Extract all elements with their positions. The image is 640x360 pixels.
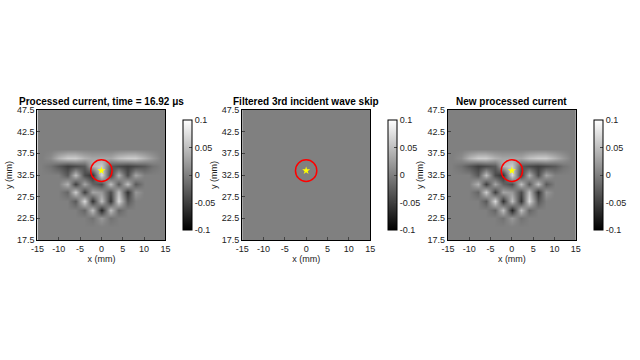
svg-text:15: 15 bbox=[571, 244, 581, 254]
svg-text:0: 0 bbox=[99, 244, 104, 254]
svg-text:32.5: 32.5 bbox=[222, 170, 240, 180]
svg-text:27.5: 27.5 bbox=[428, 192, 446, 202]
svg-text:5: 5 bbox=[531, 244, 536, 254]
svg-text:y (mm): y (mm) bbox=[4, 161, 14, 189]
svg-text:47.5: 47.5 bbox=[222, 105, 240, 115]
svg-text:22.5: 22.5 bbox=[17, 213, 35, 223]
svg-text:-15: -15 bbox=[31, 244, 44, 254]
svg-text:-5: -5 bbox=[76, 244, 84, 254]
svg-text:22.5: 22.5 bbox=[428, 213, 446, 223]
svg-text:-0.05: -0.05 bbox=[606, 198, 627, 208]
svg-text:x (mm): x (mm) bbox=[292, 254, 320, 264]
svg-text:22.5: 22.5 bbox=[222, 213, 240, 223]
svg-text:0: 0 bbox=[400, 170, 405, 180]
svg-text:x (mm): x (mm) bbox=[498, 254, 526, 264]
svg-text:y (mm): y (mm) bbox=[415, 161, 425, 189]
svg-text:17.5: 17.5 bbox=[222, 235, 240, 245]
svg-text:New processed current: New processed current bbox=[456, 96, 567, 107]
svg-text:x (mm): x (mm) bbox=[87, 254, 115, 264]
svg-text:37.5: 37.5 bbox=[428, 148, 446, 158]
svg-text:47.5: 47.5 bbox=[17, 105, 35, 115]
svg-text:0.1: 0.1 bbox=[400, 115, 413, 125]
svg-text:17.5: 17.5 bbox=[17, 235, 35, 245]
svg-text:32.5: 32.5 bbox=[17, 170, 35, 180]
svg-text:5: 5 bbox=[325, 244, 330, 254]
svg-text:0: 0 bbox=[304, 244, 309, 254]
svg-text:15: 15 bbox=[365, 244, 375, 254]
svg-text:-15: -15 bbox=[441, 244, 454, 254]
svg-text:10: 10 bbox=[139, 244, 149, 254]
svg-text:42.5: 42.5 bbox=[428, 127, 446, 137]
svg-text:37.5: 37.5 bbox=[222, 148, 240, 158]
svg-text:42.5: 42.5 bbox=[222, 127, 240, 137]
svg-text:42.5: 42.5 bbox=[17, 127, 35, 137]
svg-text:-5: -5 bbox=[281, 244, 289, 254]
svg-text:0: 0 bbox=[606, 170, 611, 180]
svg-text:0: 0 bbox=[509, 244, 514, 254]
svg-text:-5: -5 bbox=[487, 244, 495, 254]
svg-text:-0.1: -0.1 bbox=[400, 225, 416, 235]
svg-text:Processed current, time = 16.9: Processed current, time = 16.92 μs bbox=[19, 96, 184, 107]
svg-text:0.1: 0.1 bbox=[195, 115, 208, 125]
svg-text:-10: -10 bbox=[257, 244, 270, 254]
svg-text:0.1: 0.1 bbox=[606, 115, 619, 125]
svg-text:0.05: 0.05 bbox=[400, 143, 418, 153]
svg-text:0: 0 bbox=[195, 170, 200, 180]
svg-text:-15: -15 bbox=[236, 244, 249, 254]
svg-text:-0.05: -0.05 bbox=[195, 198, 216, 208]
svg-text:-0.1: -0.1 bbox=[195, 225, 211, 235]
svg-text:-0.1: -0.1 bbox=[606, 225, 622, 235]
svg-text:-10: -10 bbox=[463, 244, 476, 254]
svg-text:15: 15 bbox=[160, 244, 170, 254]
svg-text:37.5: 37.5 bbox=[17, 148, 35, 158]
svg-text:5: 5 bbox=[120, 244, 125, 254]
svg-text:0.05: 0.05 bbox=[606, 143, 624, 153]
svg-text:10: 10 bbox=[550, 244, 560, 254]
svg-text:17.5: 17.5 bbox=[428, 235, 446, 245]
svg-text:32.5: 32.5 bbox=[428, 170, 446, 180]
svg-text:0.05: 0.05 bbox=[195, 143, 213, 153]
svg-text:Filtered 3rd incident wave ski: Filtered 3rd incident wave skip bbox=[233, 96, 379, 107]
svg-text:y (mm): y (mm) bbox=[209, 161, 219, 189]
svg-text:10: 10 bbox=[344, 244, 354, 254]
svg-text:27.5: 27.5 bbox=[222, 192, 240, 202]
svg-text:47.5: 47.5 bbox=[428, 105, 446, 115]
svg-text:-10: -10 bbox=[52, 244, 65, 254]
svg-text:-0.05: -0.05 bbox=[400, 198, 421, 208]
svg-text:27.5: 27.5 bbox=[17, 192, 35, 202]
